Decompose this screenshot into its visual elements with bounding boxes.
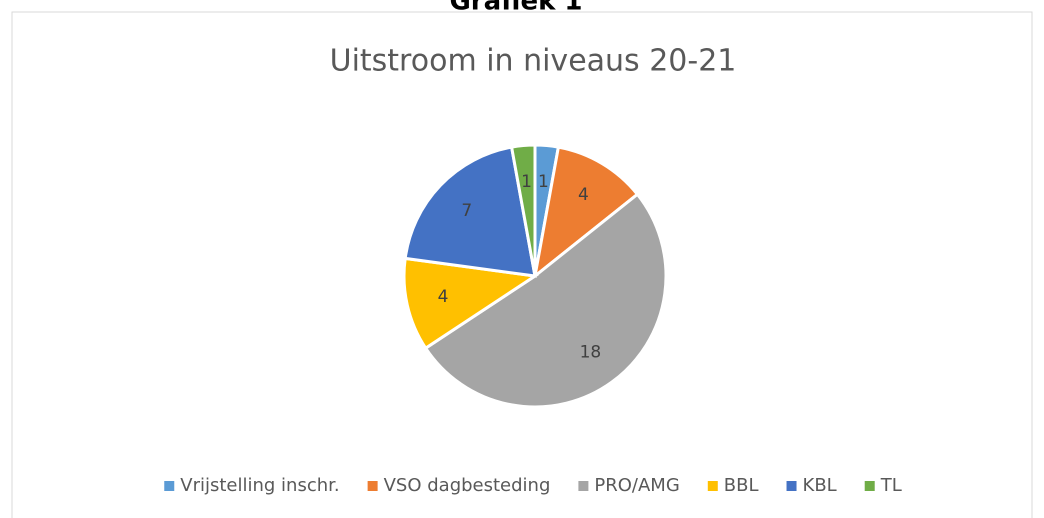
heading: Grafiek 1 [449, 0, 582, 17]
data-label: 7 [461, 201, 472, 221]
legend-swatch [864, 481, 875, 491]
legend-swatch [578, 481, 589, 491]
pie-slice [403, 145, 537, 278]
legend-label: KBL [803, 475, 837, 496]
legend-label: BBL [724, 475, 759, 496]
data-label: 18 [580, 342, 602, 362]
legend-swatch [164, 481, 175, 491]
legend-label: VSO dagbesteding [384, 475, 551, 496]
data-label: 4 [578, 185, 589, 205]
pie-slice [532, 145, 640, 280]
legend-label: Vrijstelling inschr. [180, 475, 339, 496]
data-label: 1 [521, 172, 532, 192]
pie-slice [509, 143, 537, 277]
legend-label: PRO/AMG [594, 475, 679, 496]
pie-slice [402, 256, 540, 351]
data-label: 1 [538, 172, 549, 192]
pie-slice [423, 192, 668, 409]
legend-swatch [786, 481, 797, 491]
chart-title: Uitstroom in niveaus 20-21 [330, 44, 737, 79]
legend-swatch [367, 481, 378, 491]
data-label: 4 [438, 287, 449, 307]
legend-label: TL [880, 475, 902, 496]
legend-swatch [707, 481, 718, 491]
